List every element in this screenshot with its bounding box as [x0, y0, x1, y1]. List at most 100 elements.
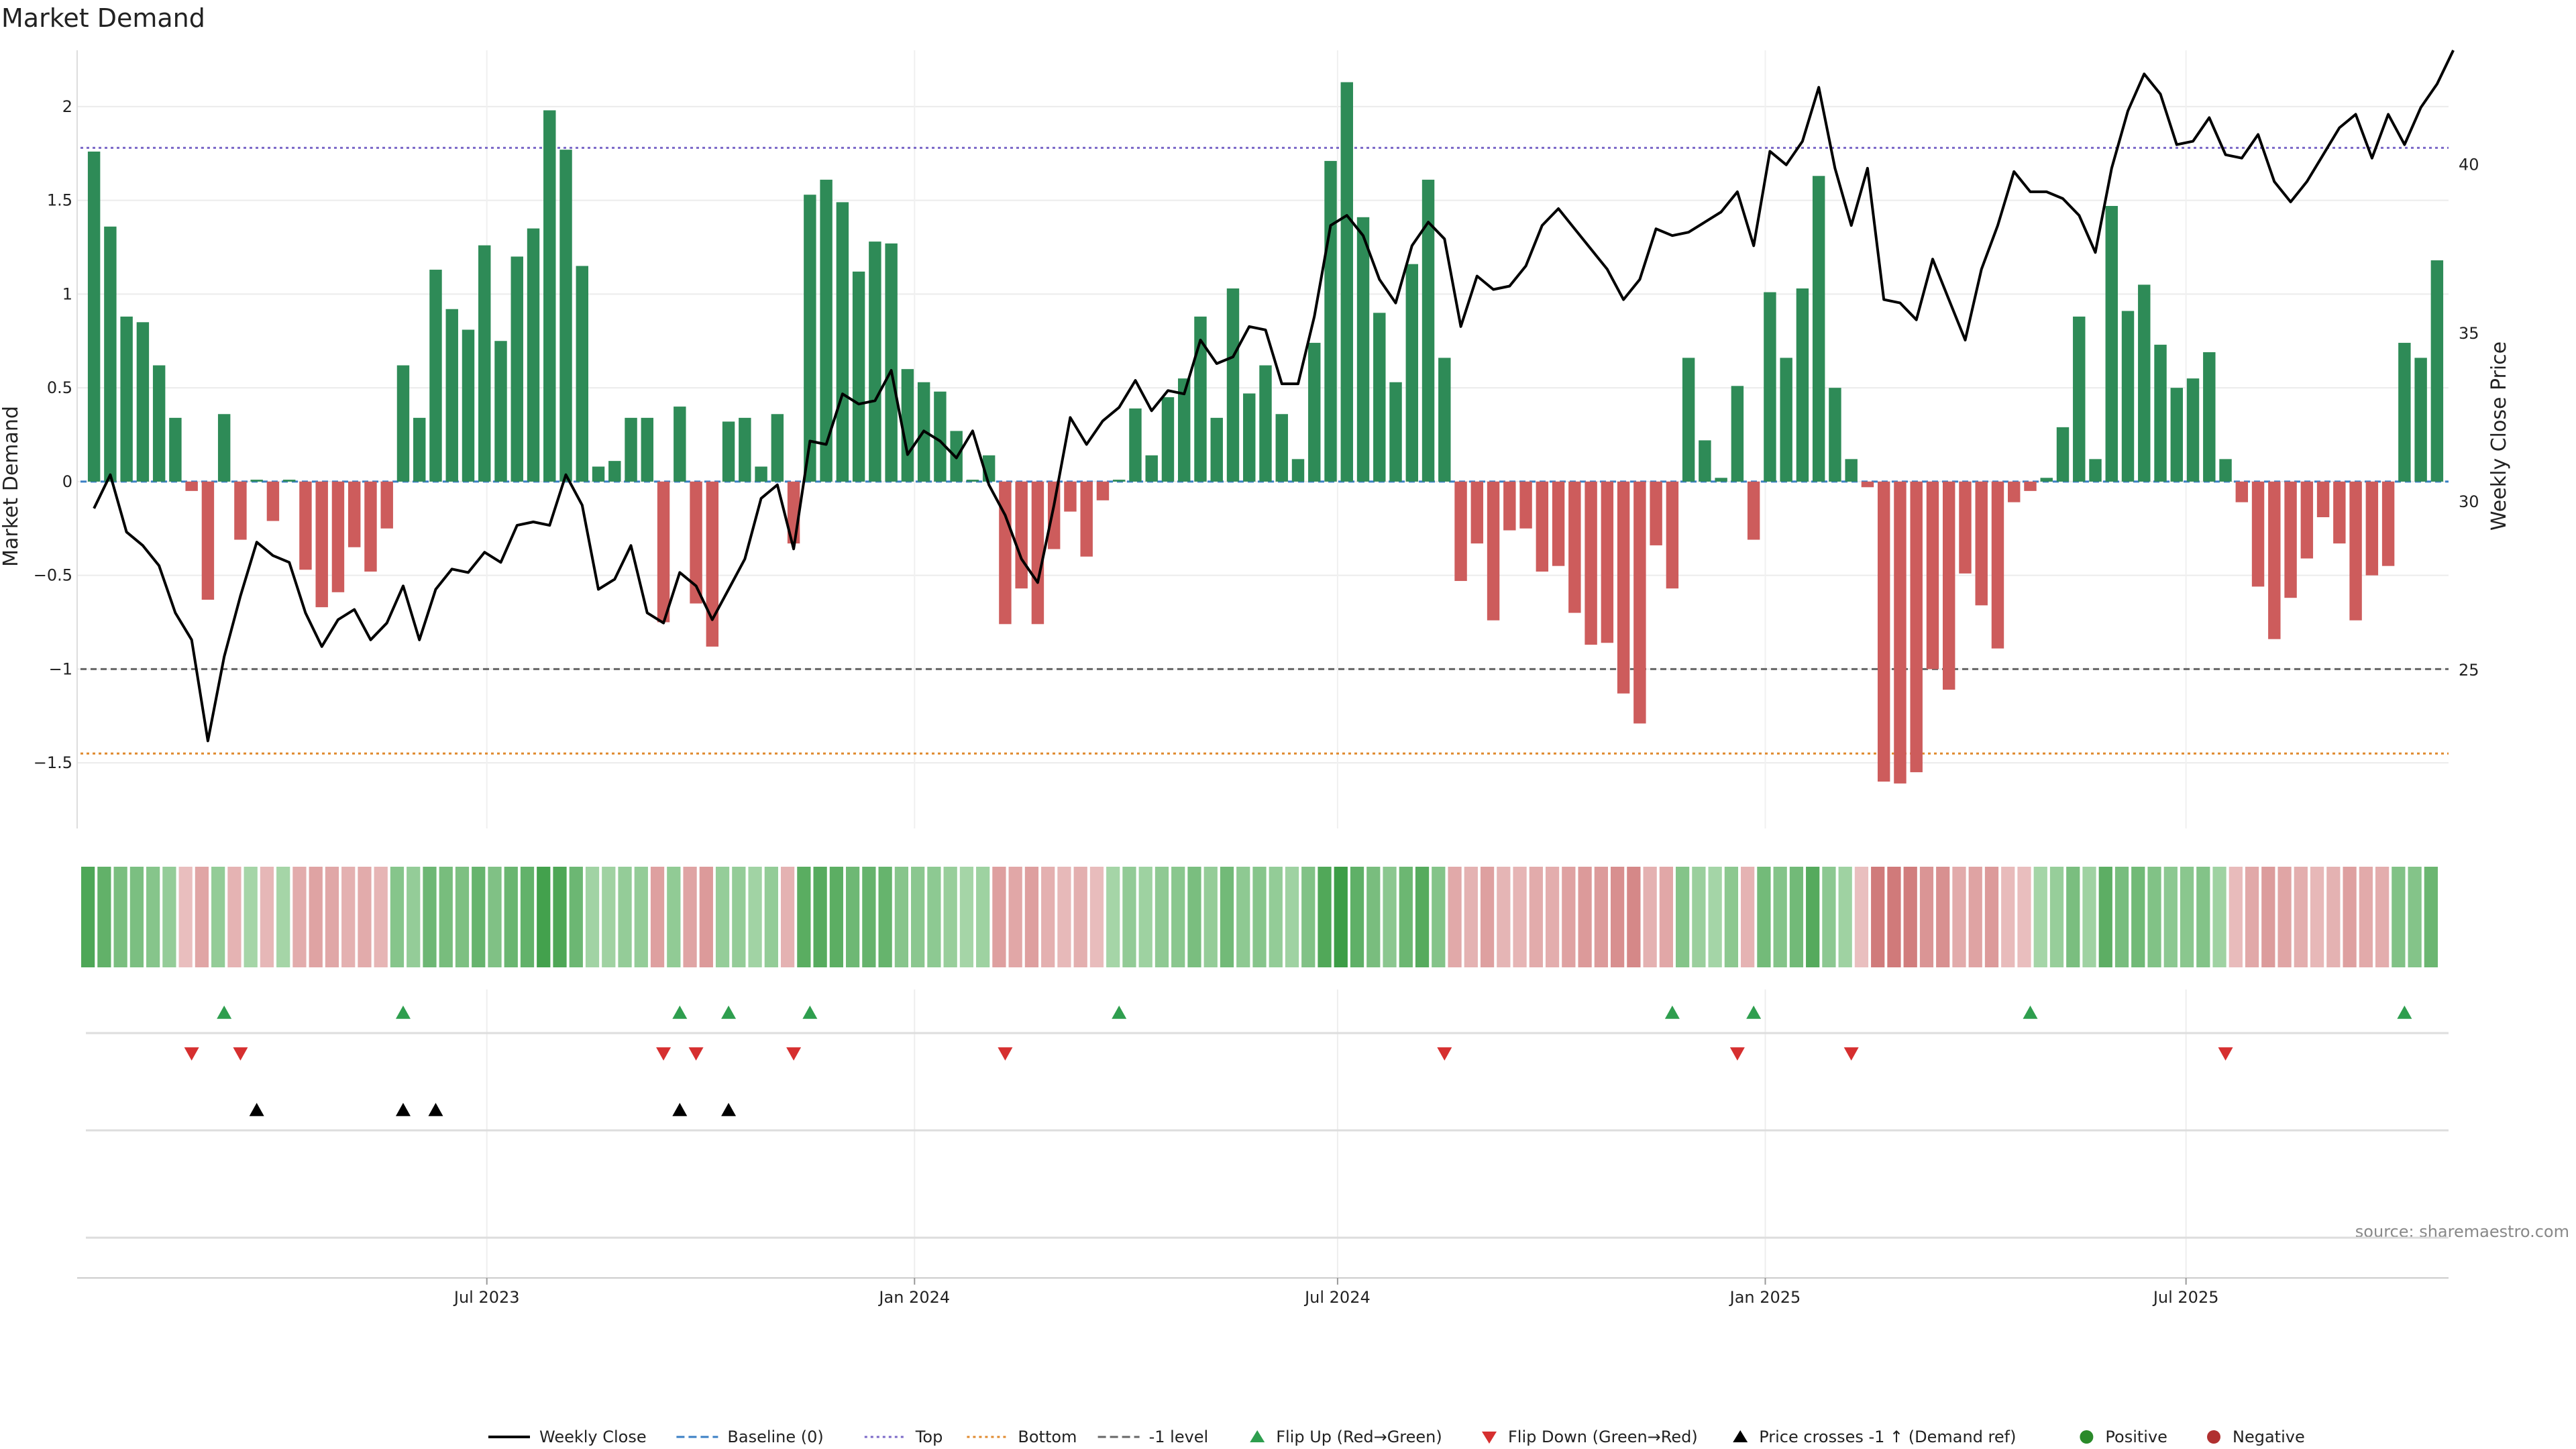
- heat-cell: [618, 867, 632, 967]
- demand-bar: [2284, 481, 2297, 598]
- heat-cell: [943, 867, 957, 967]
- demand-bar: [1291, 459, 1305, 482]
- demand-bar: [1178, 378, 1191, 482]
- demand-bar: [1552, 481, 1565, 566]
- demand-bar: [2056, 427, 2070, 482]
- y-tick-label: −1.5: [34, 753, 72, 772]
- heat-cell: [407, 867, 421, 967]
- flip-up-marker: [802, 1006, 818, 1019]
- demand-bar: [2008, 481, 2021, 502]
- heat-cell: [1106, 867, 1120, 967]
- heat-cell: [146, 867, 160, 967]
- x-tick-label: Jan 2025: [1729, 1288, 1801, 1307]
- heat-cell: [1432, 867, 1446, 967]
- flip-up-marker: [672, 1006, 688, 1019]
- price-cross-marker: [428, 1103, 443, 1116]
- heat-cell: [764, 867, 778, 967]
- heat-cell: [1073, 867, 1087, 967]
- heat-cell: [1708, 867, 1722, 967]
- legend-swatch: [2080, 1430, 2094, 1444]
- heat-cell: [129, 867, 144, 967]
- flip-up-marker: [2023, 1006, 2038, 1019]
- flip-up-marker: [1746, 1006, 1762, 1019]
- demand-bar: [836, 202, 849, 482]
- price-line: [93, 50, 2455, 743]
- heat-cell: [455, 867, 470, 967]
- heat-cell: [732, 867, 746, 967]
- demand-bar: [1519, 481, 1532, 529]
- legend-label: Flip Up (Red→Green): [1276, 1428, 1442, 1446]
- flip-down-marker: [1729, 1047, 1745, 1061]
- y-tick-label: 1.5: [47, 191, 72, 210]
- heat-cell: [634, 867, 648, 967]
- flip-up-marker: [721, 1006, 737, 1019]
- legend-label: Positive: [2105, 1428, 2167, 1446]
- demand-bar: [1064, 481, 1077, 512]
- heat-cell: [2001, 867, 2015, 967]
- legend-label: Negative: [2233, 1428, 2305, 1446]
- legend-label: Bottom: [1018, 1428, 1077, 1446]
- heat-cell: [1464, 867, 1478, 967]
- heat-cell: [2261, 867, 2275, 967]
- heat-cell: [2082, 867, 2096, 967]
- demand-bar: [559, 150, 572, 482]
- heat-cell: [195, 867, 209, 967]
- demand-bar: [250, 480, 263, 482]
- heat-cell: [797, 867, 811, 967]
- demand-bar: [576, 266, 588, 482]
- heat-cell: [1529, 867, 1543, 967]
- demand-bar: [2430, 260, 2444, 482]
- flip-up-marker: [217, 1006, 232, 1019]
- heat-cell: [862, 867, 876, 967]
- heat-cell: [1643, 867, 1657, 967]
- demand-bar: [771, 414, 784, 482]
- flip-down-marker: [233, 1047, 248, 1061]
- demand-bar: [380, 481, 393, 529]
- heat-cell: [1724, 867, 1739, 967]
- price-cross-marker: [395, 1103, 411, 1116]
- demand-bar: [1991, 481, 2004, 649]
- flip-up-marker: [395, 1006, 411, 1019]
- heat-cell: [1220, 867, 1234, 967]
- heat-cell: [1138, 867, 1152, 967]
- heat-cell: [2049, 867, 2064, 967]
- demand-bar: [1047, 481, 1061, 549]
- demand-bar: [674, 407, 686, 482]
- demand-bar: [869, 241, 881, 482]
- demand-bar: [1340, 82, 1353, 482]
- demand-bar: [2203, 352, 2216, 482]
- heat-cell: [1806, 867, 1820, 967]
- heat-cell: [1594, 867, 1608, 967]
- demand-bar: [1926, 481, 1939, 669]
- heat-cell: [2163, 867, 2178, 967]
- y2-axis-ticks: 40 35 30 25: [2459, 156, 2479, 680]
- heat-cell: [1155, 867, 1169, 967]
- demand-bar: [1796, 288, 1809, 482]
- y-axis-label: Market Demand: [0, 406, 23, 567]
- heat-cell: [1578, 867, 1592, 967]
- demand-bar: [1601, 481, 1614, 643]
- heat-cell: [845, 867, 860, 967]
- heat-cell: [683, 867, 697, 967]
- demand-bar: [2040, 478, 2053, 482]
- heat-cell: [1301, 867, 1316, 967]
- demand-bar: [2170, 388, 2184, 482]
- x-axis: Jul 2023 Jan 2024 Jul 2024 Jan 2025 Jul 2025: [77, 1277, 2449, 1307]
- demand-bar: [1829, 388, 1841, 482]
- price-cross-marker: [672, 1103, 688, 1116]
- heat-cell: [358, 867, 372, 967]
- heat-cell: [1952, 867, 1966, 967]
- heat-cell: [927, 867, 941, 967]
- demand-bar: [885, 243, 898, 482]
- y-axis-ticks: 2 1.5 1 0.5 0 −0.5 −1 −1.5: [34, 97, 72, 772]
- heat-cell: [650, 867, 665, 967]
- demand-bar: [1503, 481, 1516, 531]
- demand-bar: [1877, 481, 1890, 782]
- flip-up-marker: [1664, 1006, 1680, 1019]
- y-tick-label: 0: [62, 472, 72, 491]
- heat-cell: [1171, 867, 1185, 967]
- legend-label: -1 level: [1149, 1428, 1209, 1446]
- heat-cell: [472, 867, 486, 967]
- legend-label: Top: [915, 1428, 943, 1446]
- y2-tick-label: 40: [2459, 156, 2479, 174]
